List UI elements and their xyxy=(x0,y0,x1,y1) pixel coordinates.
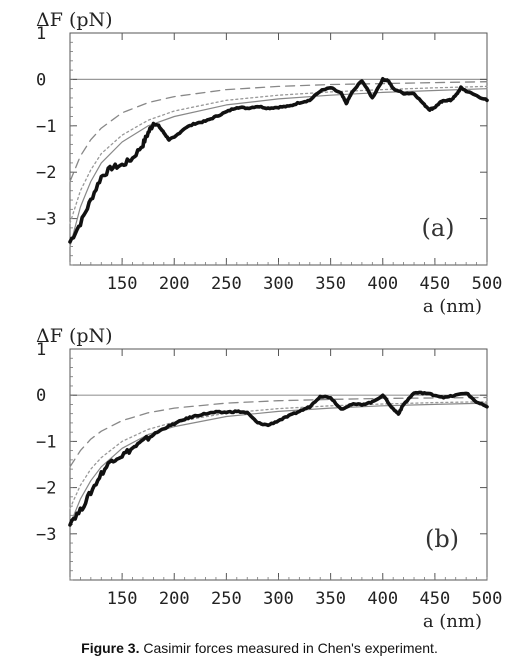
x-tick-label: 450 xyxy=(420,589,451,609)
x-tick-label: 250 xyxy=(211,274,242,294)
x-tick-label: 200 xyxy=(159,274,190,294)
panel-label: (b) xyxy=(425,525,459,553)
x-axis-label: a (nm) xyxy=(423,611,482,632)
y-tick-label: −2 xyxy=(36,163,56,183)
x-tick-label: 350 xyxy=(315,274,346,294)
x-tick-label: 150 xyxy=(107,589,138,609)
chart-panel-a: 1 0 −1 −2 −3 150 200 250 300 350 400 450 500 ΔF (pN) a… xyxy=(36,9,502,317)
x-tick-label: 400 xyxy=(367,589,398,609)
x-tick-label: 300 xyxy=(263,589,294,609)
y-tick-label: 0 xyxy=(36,386,46,406)
y-tick-label: −3 xyxy=(36,210,56,230)
y-tick-label: −3 xyxy=(36,525,56,545)
series-dashed xyxy=(69,81,488,183)
y-tick-label: −2 xyxy=(36,479,56,499)
figure-caption: Figure 3. Casimir forces measured in Che… xyxy=(0,640,519,656)
x-tick-label: 250 xyxy=(211,589,242,609)
y-tick-label: 0 xyxy=(36,70,46,90)
y-axis-label: ΔF (pN) xyxy=(36,325,113,347)
x-tick-label: 200 xyxy=(159,589,190,609)
series-dashed xyxy=(69,396,488,468)
series-thick-noisy xyxy=(68,77,489,244)
x-tick-label: 500 xyxy=(472,274,503,294)
y-tick-label: −1 xyxy=(36,432,56,452)
panel-label: (a) xyxy=(421,214,454,242)
caption-label: Figure 3. xyxy=(81,640,140,656)
x-tick-label: 300 xyxy=(263,274,294,294)
y-tick-label: −1 xyxy=(36,117,56,137)
series-thin-solid xyxy=(69,402,488,526)
chart-panel-b: 1 0 −1 −2 −3 150 200 250 300 350 400 450 500 ΔF (pN) a… xyxy=(36,325,502,632)
y-axis-label: ΔF (pN) xyxy=(36,9,113,31)
x-tick-label: 500 xyxy=(472,589,503,609)
x-tick-label: 400 xyxy=(367,274,398,294)
x-tick-label: 350 xyxy=(315,589,346,609)
caption-text: Casimir forces measured in Chen's experi… xyxy=(139,640,438,656)
x-axis-label: a (nm) xyxy=(423,296,482,317)
series-thick-noisy xyxy=(68,390,489,527)
series-dotted xyxy=(69,85,488,224)
y-tick-label: 1 xyxy=(36,340,46,360)
y-tick-label: 1 xyxy=(36,24,46,44)
series-thin-solid xyxy=(69,88,488,247)
x-tick-label: 150 xyxy=(107,274,138,294)
x-tick-label: 450 xyxy=(420,274,451,294)
